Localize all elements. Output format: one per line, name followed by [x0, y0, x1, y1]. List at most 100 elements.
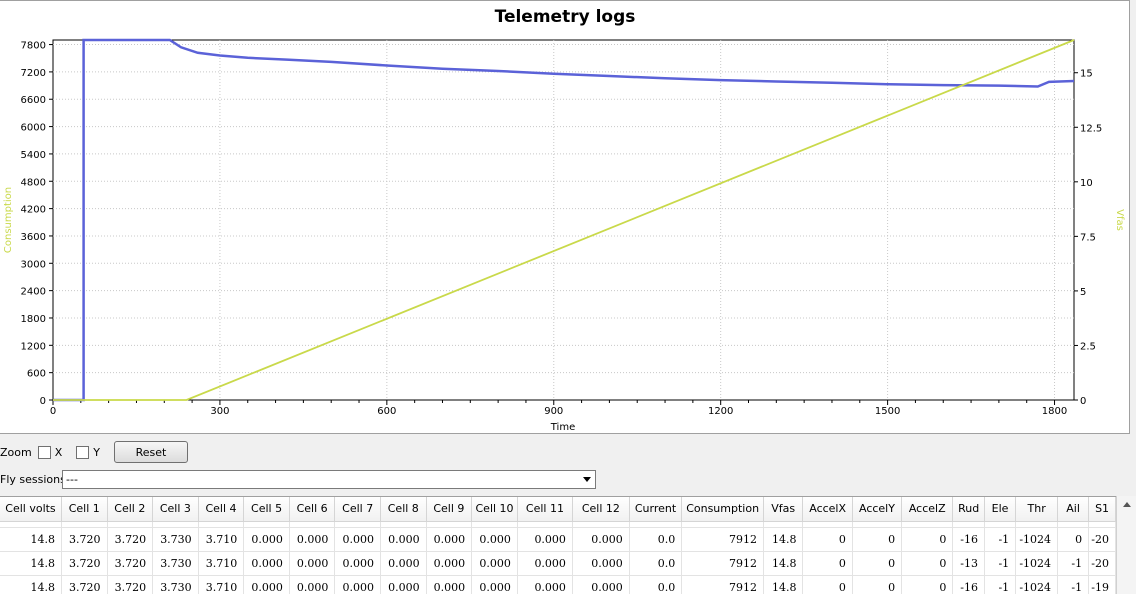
table-cell — [380, 521, 427, 528]
table-cell: 3.710 — [198, 575, 245, 594]
table-cell — [1088, 521, 1116, 528]
left-tick-label: 7800 — [21, 41, 46, 52]
table-cell: -16 — [952, 575, 985, 594]
column-header[interactable]: Cell 10 — [471, 497, 518, 522]
table-cell: 0.000 — [243, 575, 290, 594]
column-header[interactable]: Cell 5 — [243, 497, 290, 522]
x-tick-label: 1500 — [875, 406, 900, 417]
table-cell: 0.000 — [380, 551, 427, 576]
table-cell — [107, 521, 154, 528]
table-cell: 0.000 — [471, 575, 518, 594]
column-header[interactable]: Cell 11 — [517, 497, 573, 522]
table-cell: 0 — [1057, 527, 1090, 552]
table-row[interactable]: 14.8 3.720 3.720 3.730 3.710 0.000 0.000 0.000 0… — [0, 551, 1116, 576]
table-row[interactable]: 14.8 3.720 3.720 3.730 3.710 0.000 0.000 0.000 0… — [0, 575, 1116, 594]
left-tick-label: 4800 — [21, 177, 46, 188]
table-cell: 3.730 — [152, 551, 199, 576]
table-cell: 14.8 — [763, 575, 804, 594]
telemetry-chart[interactable]: Telemetry logs06001200180024003000360042… — [0, 1, 1130, 435]
column-header[interactable]: Cell 9 — [426, 497, 473, 522]
column-header[interactable]: Ele — [984, 497, 1017, 522]
table-cell — [852, 521, 903, 528]
table-cell: 0.000 — [334, 527, 381, 552]
table-cell — [901, 521, 954, 528]
table-cell: 3.720 — [107, 575, 154, 594]
table-row-partial[interactable] — [0, 521, 1116, 528]
column-header[interactable]: Cell 7 — [334, 497, 381, 522]
chart-title: Telemetry logs — [495, 7, 636, 27]
table-cell — [61, 521, 108, 528]
table-cell — [198, 521, 245, 528]
column-header[interactable]: Vfas — [763, 497, 804, 522]
table-cell: 0.000 — [517, 527, 573, 552]
left-tick-label: 1200 — [21, 341, 46, 352]
column-header[interactable]: Rud — [952, 497, 985, 522]
left-tick-label: 3000 — [21, 259, 46, 270]
right-tick-label: 0 — [1080, 396, 1086, 407]
column-header[interactable]: AccelZ — [901, 497, 954, 522]
column-header[interactable]: Thr — [1015, 497, 1059, 522]
table-cell: 3.710 — [198, 551, 245, 576]
telemetry-table[interactable]: Cell volts Cell 1 Cell 2 Cell 3 Cell 4 Cell 5… — [0, 496, 1116, 594]
column-header[interactable]: Cell 8 — [380, 497, 427, 522]
fly-sessions-select[interactable]: --- — [62, 470, 596, 489]
column-header[interactable]: Cell 6 — [289, 497, 336, 522]
scroll-up-arrow-icon[interactable] — [1122, 502, 1131, 507]
column-header[interactable]: Cell 3 — [152, 497, 199, 522]
table-cell: 3.730 — [152, 527, 199, 552]
chevron-down-icon[interactable] — [583, 477, 591, 482]
table-cell: 0.000 — [289, 551, 336, 576]
table-cell: 14.8 — [0, 575, 62, 594]
column-header[interactable]: Cell 1 — [61, 497, 108, 522]
x-tick-label: 900 — [544, 406, 563, 417]
telemetry-chart-panel[interactable]: Telemetry logs 0 600 1200 1800 2400 3000 3600 42… — [0, 0, 1130, 434]
left-tick-label: 2400 — [21, 287, 46, 298]
table-cell: 0 — [852, 575, 903, 594]
series-line-vfas[interactable] — [53, 39, 1075, 401]
table-cell: 0 — [852, 527, 903, 552]
table-vertical-scrollbar[interactable] — [1116, 496, 1136, 594]
column-header[interactable]: S1 — [1088, 497, 1116, 522]
table-cell: -1024 — [1015, 527, 1059, 552]
column-header[interactable]: Current — [629, 497, 683, 522]
table-cell: 0 — [852, 551, 903, 576]
table-cell: 0.000 — [572, 575, 630, 594]
zoom-y-checkbox[interactable] — [76, 445, 90, 459]
table-cell: 0.000 — [517, 551, 573, 576]
table-cell: -1 — [1057, 551, 1090, 576]
table-cell — [152, 521, 199, 528]
table-cell: -16 — [952, 527, 985, 552]
table-cell: -1 — [984, 527, 1017, 552]
table-cell: 0.000 — [334, 551, 381, 576]
table-cell: 0 — [901, 575, 954, 594]
column-header[interactable]: AccelY — [852, 497, 903, 522]
column-header[interactable]: Cell 2 — [107, 497, 154, 522]
right-tick-label: 2.5 — [1080, 341, 1096, 352]
table-cell: 0 — [802, 551, 853, 576]
table-cell: 0.000 — [426, 527, 473, 552]
column-header[interactable]: AccelX — [802, 497, 853, 522]
table-cell: 0.0 — [629, 527, 683, 552]
zoom-label: Zoom — [0, 445, 32, 459]
column-header[interactable]: Cell volts — [0, 497, 62, 522]
column-header[interactable]: Consumption — [681, 497, 764, 522]
table-cell — [572, 521, 630, 528]
right-tick-label: 10 — [1080, 178, 1093, 189]
column-header[interactable]: Ail — [1057, 497, 1090, 522]
fly-sessions-row: Fly sessions — [0, 470, 66, 489]
table-cell: 3.720 — [107, 551, 154, 576]
table-cell: 0.000 — [243, 527, 290, 552]
left-tick-label: 4200 — [21, 205, 46, 216]
series-line-consumption[interactable] — [53, 38, 1075, 402]
plot-area[interactable] — [52, 39, 1075, 401]
reset-button[interactable]: Reset — [114, 441, 188, 463]
column-header[interactable]: Cell 12 — [572, 497, 630, 522]
table-cell: 0.000 — [334, 575, 381, 594]
fly-sessions-label: Fly sessions — [0, 473, 66, 486]
table-row[interactable]: 14.8 3.720 3.720 3.730 3.710 0.000 0.000 0.000 0… — [0, 527, 1116, 552]
column-header[interactable]: Cell 4 — [198, 497, 245, 522]
x-tick-label: 0 — [50, 406, 56, 417]
zoom-y-label: Y — [93, 445, 100, 459]
zoom-x-checkbox[interactable] — [37, 445, 51, 459]
table-cell: 0.000 — [426, 575, 473, 594]
